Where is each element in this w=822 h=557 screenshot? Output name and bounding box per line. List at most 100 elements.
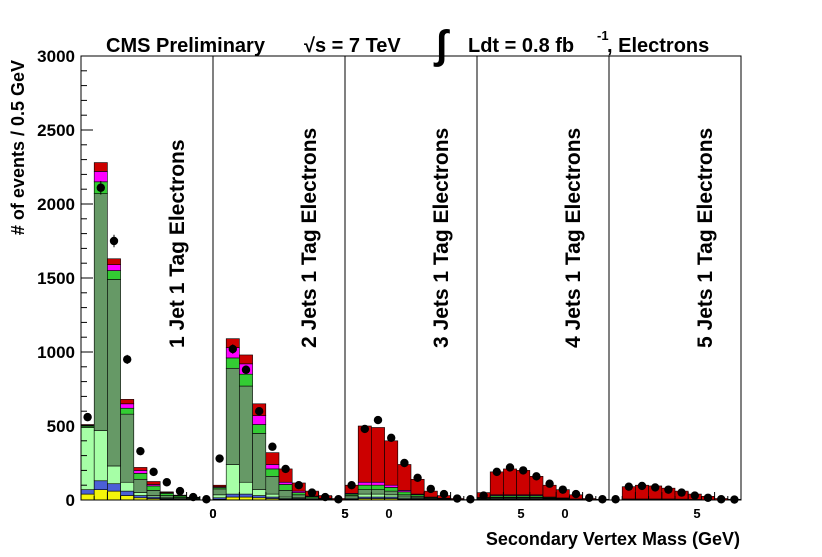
bar-segment <box>120 403 135 409</box>
bar-segment <box>120 413 135 483</box>
data-point <box>703 493 713 502</box>
header-lumi: Ldt = 0.8 fb <box>468 35 574 57</box>
panel-label: 4 Jets 1 Tag Electrons <box>562 128 585 348</box>
data-point <box>532 472 541 481</box>
bar-segment <box>239 493 253 498</box>
bar-segment <box>397 464 412 491</box>
bar-segment <box>93 171 108 183</box>
data-points-layer <box>83 180 739 504</box>
data-point <box>241 365 251 374</box>
bar-segment <box>384 487 399 492</box>
data-point <box>624 482 633 491</box>
bar-segment <box>265 464 280 470</box>
data-point <box>189 492 198 502</box>
y-tick-label: 0 <box>66 491 75 510</box>
bar-segment <box>371 493 385 498</box>
bar-segment <box>212 488 227 496</box>
bar-segment <box>120 495 135 501</box>
x-axis-title: Secondary Vertex Mass (GeV) <box>486 529 740 549</box>
data-point <box>321 492 330 502</box>
bar-segment <box>384 484 399 488</box>
bar-segment <box>252 424 267 434</box>
bar-segment <box>93 489 108 501</box>
data-point <box>268 442 277 451</box>
y-tick-label: 1000 <box>37 343 75 362</box>
bar-segment <box>371 427 385 483</box>
bar-segment <box>252 495 267 499</box>
panel-label: 1 Jet 1 Tag Electrons <box>166 139 189 348</box>
data-point <box>585 493 594 502</box>
y-tick-label: 500 <box>47 417 75 436</box>
bar-segment <box>159 491 174 493</box>
data-point <box>571 489 581 499</box>
data-point <box>373 415 383 425</box>
bar-segment <box>120 481 135 492</box>
bar-segment <box>133 467 148 471</box>
data-point <box>83 412 92 422</box>
header-lumi-exponent: -1 <box>597 28 609 43</box>
data-point <box>175 486 185 496</box>
bar-segment <box>225 357 240 369</box>
axes <box>80 55 742 501</box>
bar-segment <box>93 430 108 482</box>
bar-segment <box>107 483 121 492</box>
bar-segment <box>357 493 372 498</box>
y-axis-title: # of events / 0.5 GeV <box>8 60 28 235</box>
bar-segment <box>239 481 253 495</box>
data-point <box>690 491 699 500</box>
bar-segment <box>120 490 135 496</box>
data-point <box>426 484 435 494</box>
bar-segment <box>133 470 148 474</box>
panel-dividers <box>212 56 610 500</box>
bar-segment <box>93 162 108 172</box>
data-point <box>347 481 356 490</box>
bar-segment <box>225 464 240 495</box>
bar-segment <box>265 452 280 465</box>
bar-segment <box>107 279 121 467</box>
bar-segment <box>159 493 174 496</box>
bar-segment <box>357 425 372 483</box>
bar-segment <box>357 481 372 486</box>
data-point <box>413 473 422 482</box>
bar-segment <box>107 270 121 280</box>
data-point <box>598 495 607 504</box>
data-point <box>637 481 647 491</box>
bar-segment <box>371 484 385 490</box>
data-point <box>360 424 369 434</box>
data-point <box>162 478 171 487</box>
header-channel: , Electrons <box>607 35 709 57</box>
bar-segment <box>384 440 399 486</box>
bar-segment <box>93 480 108 490</box>
bar-segment <box>212 494 227 499</box>
y-tick-label: 1500 <box>37 269 75 288</box>
bar-segment <box>503 468 517 496</box>
x-tick-label: 0 <box>209 506 216 521</box>
x-tick-label: 5 <box>341 506 348 521</box>
bar-segment <box>357 484 372 490</box>
data-point <box>96 183 106 192</box>
data-point <box>439 489 449 499</box>
x-tick-label: 0 <box>209 506 216 521</box>
bar-segment <box>107 465 121 485</box>
data-point <box>387 433 396 443</box>
x-tick-label: 0 <box>561 506 568 521</box>
bar-segment <box>371 481 385 486</box>
data-point <box>479 491 488 500</box>
bar-segment <box>397 494 412 498</box>
bar-segment <box>146 485 161 491</box>
panel-label: 2 Jets 1 Tag Electrons <box>298 128 321 348</box>
y-tick-label: 2000 <box>37 195 75 214</box>
bar-segment <box>265 468 280 477</box>
bar-segment <box>278 484 293 491</box>
x-tick-label: 5 <box>693 506 700 521</box>
bar-segment <box>225 493 240 498</box>
data-point <box>307 488 317 497</box>
data-point <box>651 483 660 492</box>
bar-segment <box>278 481 293 485</box>
bar-segment <box>133 495 148 499</box>
data-point <box>466 495 475 504</box>
data-point <box>215 454 224 463</box>
data-point <box>545 479 554 488</box>
